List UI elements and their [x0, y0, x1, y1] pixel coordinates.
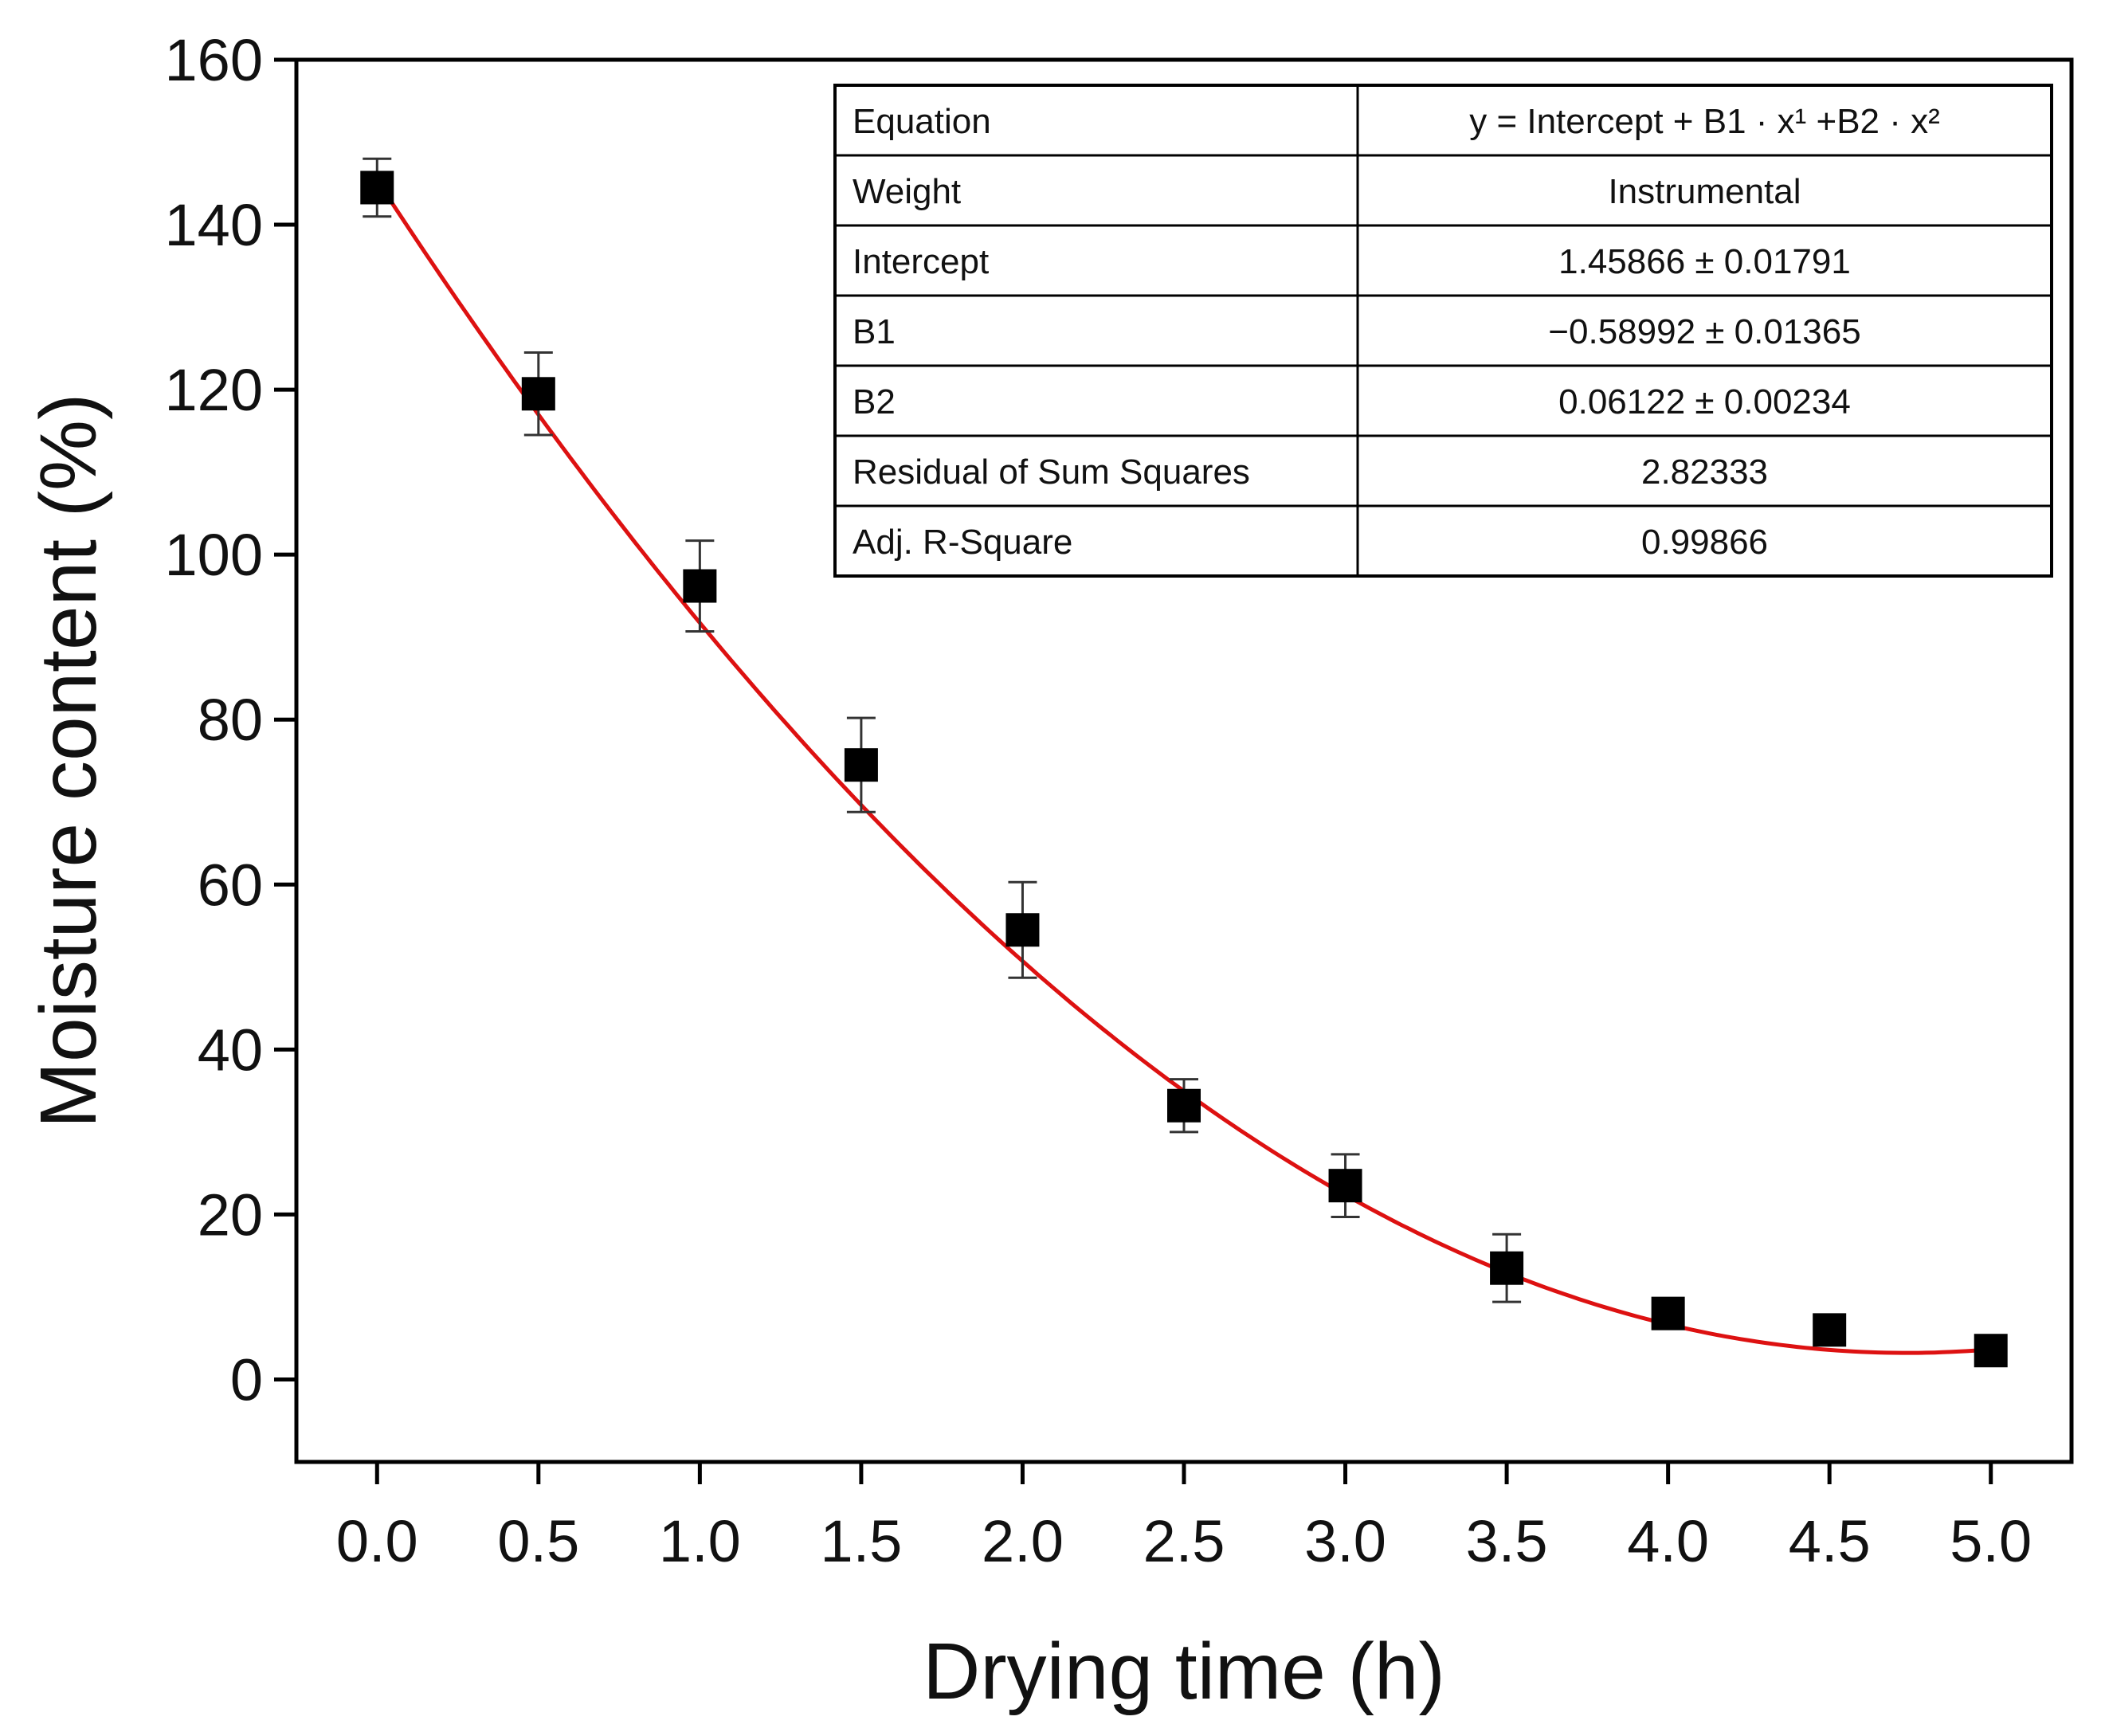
x-tick-label: 2.0: [982, 1508, 1064, 1574]
x-axis-title: Drying time (h): [923, 1627, 1445, 1716]
y-tick-label: 140: [165, 192, 263, 258]
fit-table-value: Instrumental: [1608, 172, 1801, 211]
y-tick-label: 0: [230, 1346, 263, 1413]
x-tick-label: 1.5: [820, 1508, 902, 1574]
fit-table-label: Weight: [853, 172, 961, 211]
x-tick-label: 2.5: [1143, 1508, 1225, 1574]
data-point: [844, 748, 878, 782]
fit-table-border: [833, 84, 2053, 578]
ticks-layer: 0.0 0.5 1.0 1.5 2.0 2.5 3.0 3.5 4.0 4.5 5.0 0 20 40 60…: [165, 27, 2032, 1574]
y-tick-label: 80: [198, 687, 263, 753]
y-tick-label: 120: [165, 357, 263, 423]
fit-table-value: y = Intercept + B1 · x¹ +B2 · x²: [1469, 102, 1940, 141]
fit-table-value: 0.06122 ± 0.00234: [1558, 382, 1851, 421]
x-tick-label: 3.0: [1304, 1508, 1386, 1574]
y-tick-label: 20: [198, 1181, 263, 1248]
x-tick-label: 4.5: [1789, 1508, 1871, 1574]
fit-table-value: −0.58992 ± 0.01365: [1548, 312, 1860, 351]
fit-table-value: 0.99866: [1641, 523, 1768, 562]
points-layer: [360, 157, 2008, 1368]
y-tick-label: 60: [198, 852, 263, 918]
y-tick-label: 40: [198, 1017, 263, 1083]
data-point: [1005, 913, 1040, 947]
fit-table: Equation y = Intercept + B1 · x¹ +B2 · x²…: [833, 84, 2053, 578]
y-tick-label: 160: [165, 27, 263, 93]
x-tick-label: 0.5: [497, 1508, 579, 1574]
fit-table-label: Equation: [853, 102, 991, 141]
x-tick-label: 1.0: [659, 1508, 741, 1574]
data-point: [1974, 1334, 2008, 1368]
data-point: [1651, 1296, 1685, 1330]
data-point: [521, 377, 555, 411]
fit-table-label: Adj. R-Square: [853, 523, 1072, 562]
x-tick-label: 4.0: [1627, 1508, 1709, 1574]
fit-table-value: 2.82333: [1641, 453, 1768, 492]
data-point: [1813, 1313, 1847, 1347]
data-point: [683, 569, 717, 603]
fit-table-label: Intercept: [853, 242, 989, 281]
fit-table-label: Residual of Sum Squares: [853, 453, 1250, 492]
fit-table-label: B2: [853, 382, 896, 421]
x-tick-label: 5.0: [1950, 1508, 2032, 1574]
y-axis-title: Moisture content (%): [24, 394, 113, 1129]
x-tick-label: 0.0: [336, 1508, 418, 1574]
data-point: [1328, 1169, 1362, 1203]
x-tick-label: 3.5: [1466, 1508, 1548, 1574]
fit-table-label: B1: [853, 312, 896, 351]
data-point: [1167, 1088, 1201, 1123]
data-point: [360, 170, 394, 205]
y-tick-label: 100: [165, 522, 263, 588]
data-point: [1490, 1251, 1524, 1285]
fit-table-value: 1.45866 ± 0.01791: [1558, 242, 1851, 281]
